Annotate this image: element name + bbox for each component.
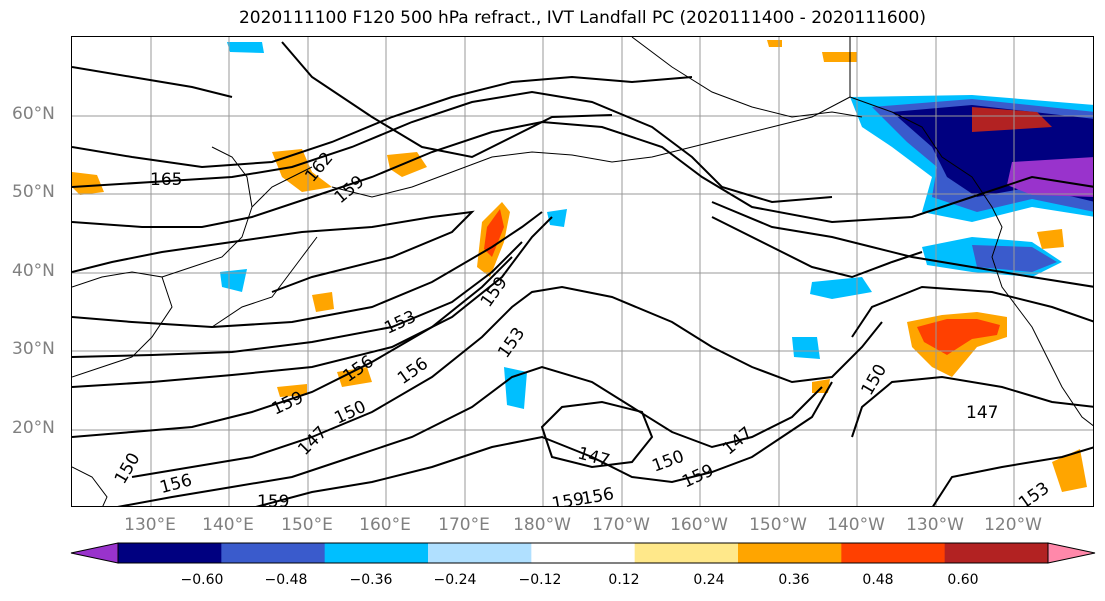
lon-label-170e: 170°E [438, 515, 490, 535]
lat-label-20n: 20°N [12, 418, 55, 438]
contour-label: 153 [494, 324, 529, 362]
lon-label-140w: 140°W [827, 515, 885, 535]
colorbar-tick: −0.12 [518, 572, 562, 588]
lon-label-140e: 140°E [202, 515, 254, 535]
lon-label-170w: 170°W [592, 515, 650, 535]
contour-label: 150 [649, 447, 686, 477]
colorbar-tick: 0.24 [693, 572, 725, 588]
contour-label: 156 [394, 354, 432, 389]
colorbar-tick: −0.48 [264, 572, 308, 588]
colorbar-segment [428, 543, 532, 563]
colorbar-tick: −0.60 [180, 572, 224, 588]
lon-label-130w: 130°W [906, 515, 964, 535]
contour-label: 159 [550, 489, 585, 507]
contour-label: 150 [111, 450, 145, 488]
refractivity-contours [72, 41, 1093, 506]
colorbar-segments [70, 542, 1096, 564]
colorbar-segment [738, 543, 842, 563]
colorbar-segment [531, 543, 636, 563]
colorbar-segment [841, 543, 946, 563]
contour-label: 147 [294, 423, 331, 460]
colorbar-tick: −0.24 [433, 572, 477, 588]
colorbar-segment [944, 543, 1049, 563]
colorbar-segment [118, 543, 222, 563]
lon-label-150e: 150°E [281, 515, 333, 535]
colorbar-extend-max [1047, 542, 1096, 564]
lon-label-160w: 160°W [670, 515, 728, 535]
lat-label-50n: 50°N [12, 182, 55, 202]
lat-label-40n: 40°N [12, 261, 55, 281]
contour-label: 150 [331, 397, 369, 429]
colorbar-tick: 0.60 [947, 572, 979, 588]
contour-label: 165 [150, 170, 182, 190]
colorbar-tick: −0.36 [349, 572, 393, 588]
contour-label-group: 165 162 159 153 159 153 156 156 159 150 … [111, 148, 1053, 507]
contour-label: 153 [381, 307, 419, 339]
contour-label: 150 [858, 361, 892, 399]
colorbar-tick: 0.36 [778, 572, 810, 588]
contour-label: 147 [575, 444, 612, 472]
colorbar-extend-min [70, 542, 119, 564]
contour-label: 153 [1015, 478, 1053, 507]
contour-label: 156 [580, 484, 615, 507]
lat-label-60n: 60°N [12, 104, 55, 124]
lat-label-30n: 30°N [12, 339, 55, 359]
contour-label: 159 [331, 172, 369, 208]
coastlines [72, 37, 1093, 506]
lon-label-120w: 120°W [984, 515, 1042, 535]
contour-label: 159 [257, 492, 289, 507]
colorbar-frame [117, 542, 1049, 564]
map-canvas: 165 162 159 153 159 153 156 156 159 150 … [72, 37, 1093, 507]
contour-label: 147 [966, 403, 998, 423]
colorbar-segment [634, 543, 739, 563]
map-panel: 165 162 159 153 159 153 156 156 159 150 … [71, 36, 1094, 507]
colorbar-segment [221, 543, 326, 563]
lon-label-150w: 150°W [749, 515, 807, 535]
colorbar-segment [324, 543, 429, 563]
lon-label-160e: 160°E [359, 515, 411, 535]
colorbar-tick: 0.12 [608, 572, 640, 588]
lon-label-130e: 130°E [124, 515, 176, 535]
colorbar-tick: 0.48 [862, 572, 894, 588]
map-title: 2020111100 F120 500 hPa refract., IVT La… [238, 8, 926, 28]
ivt-shading [72, 40, 1093, 492]
lon-label-180w: 180°W [513, 515, 571, 535]
contour-label: 147 [719, 423, 757, 459]
colorbar [70, 542, 1096, 564]
